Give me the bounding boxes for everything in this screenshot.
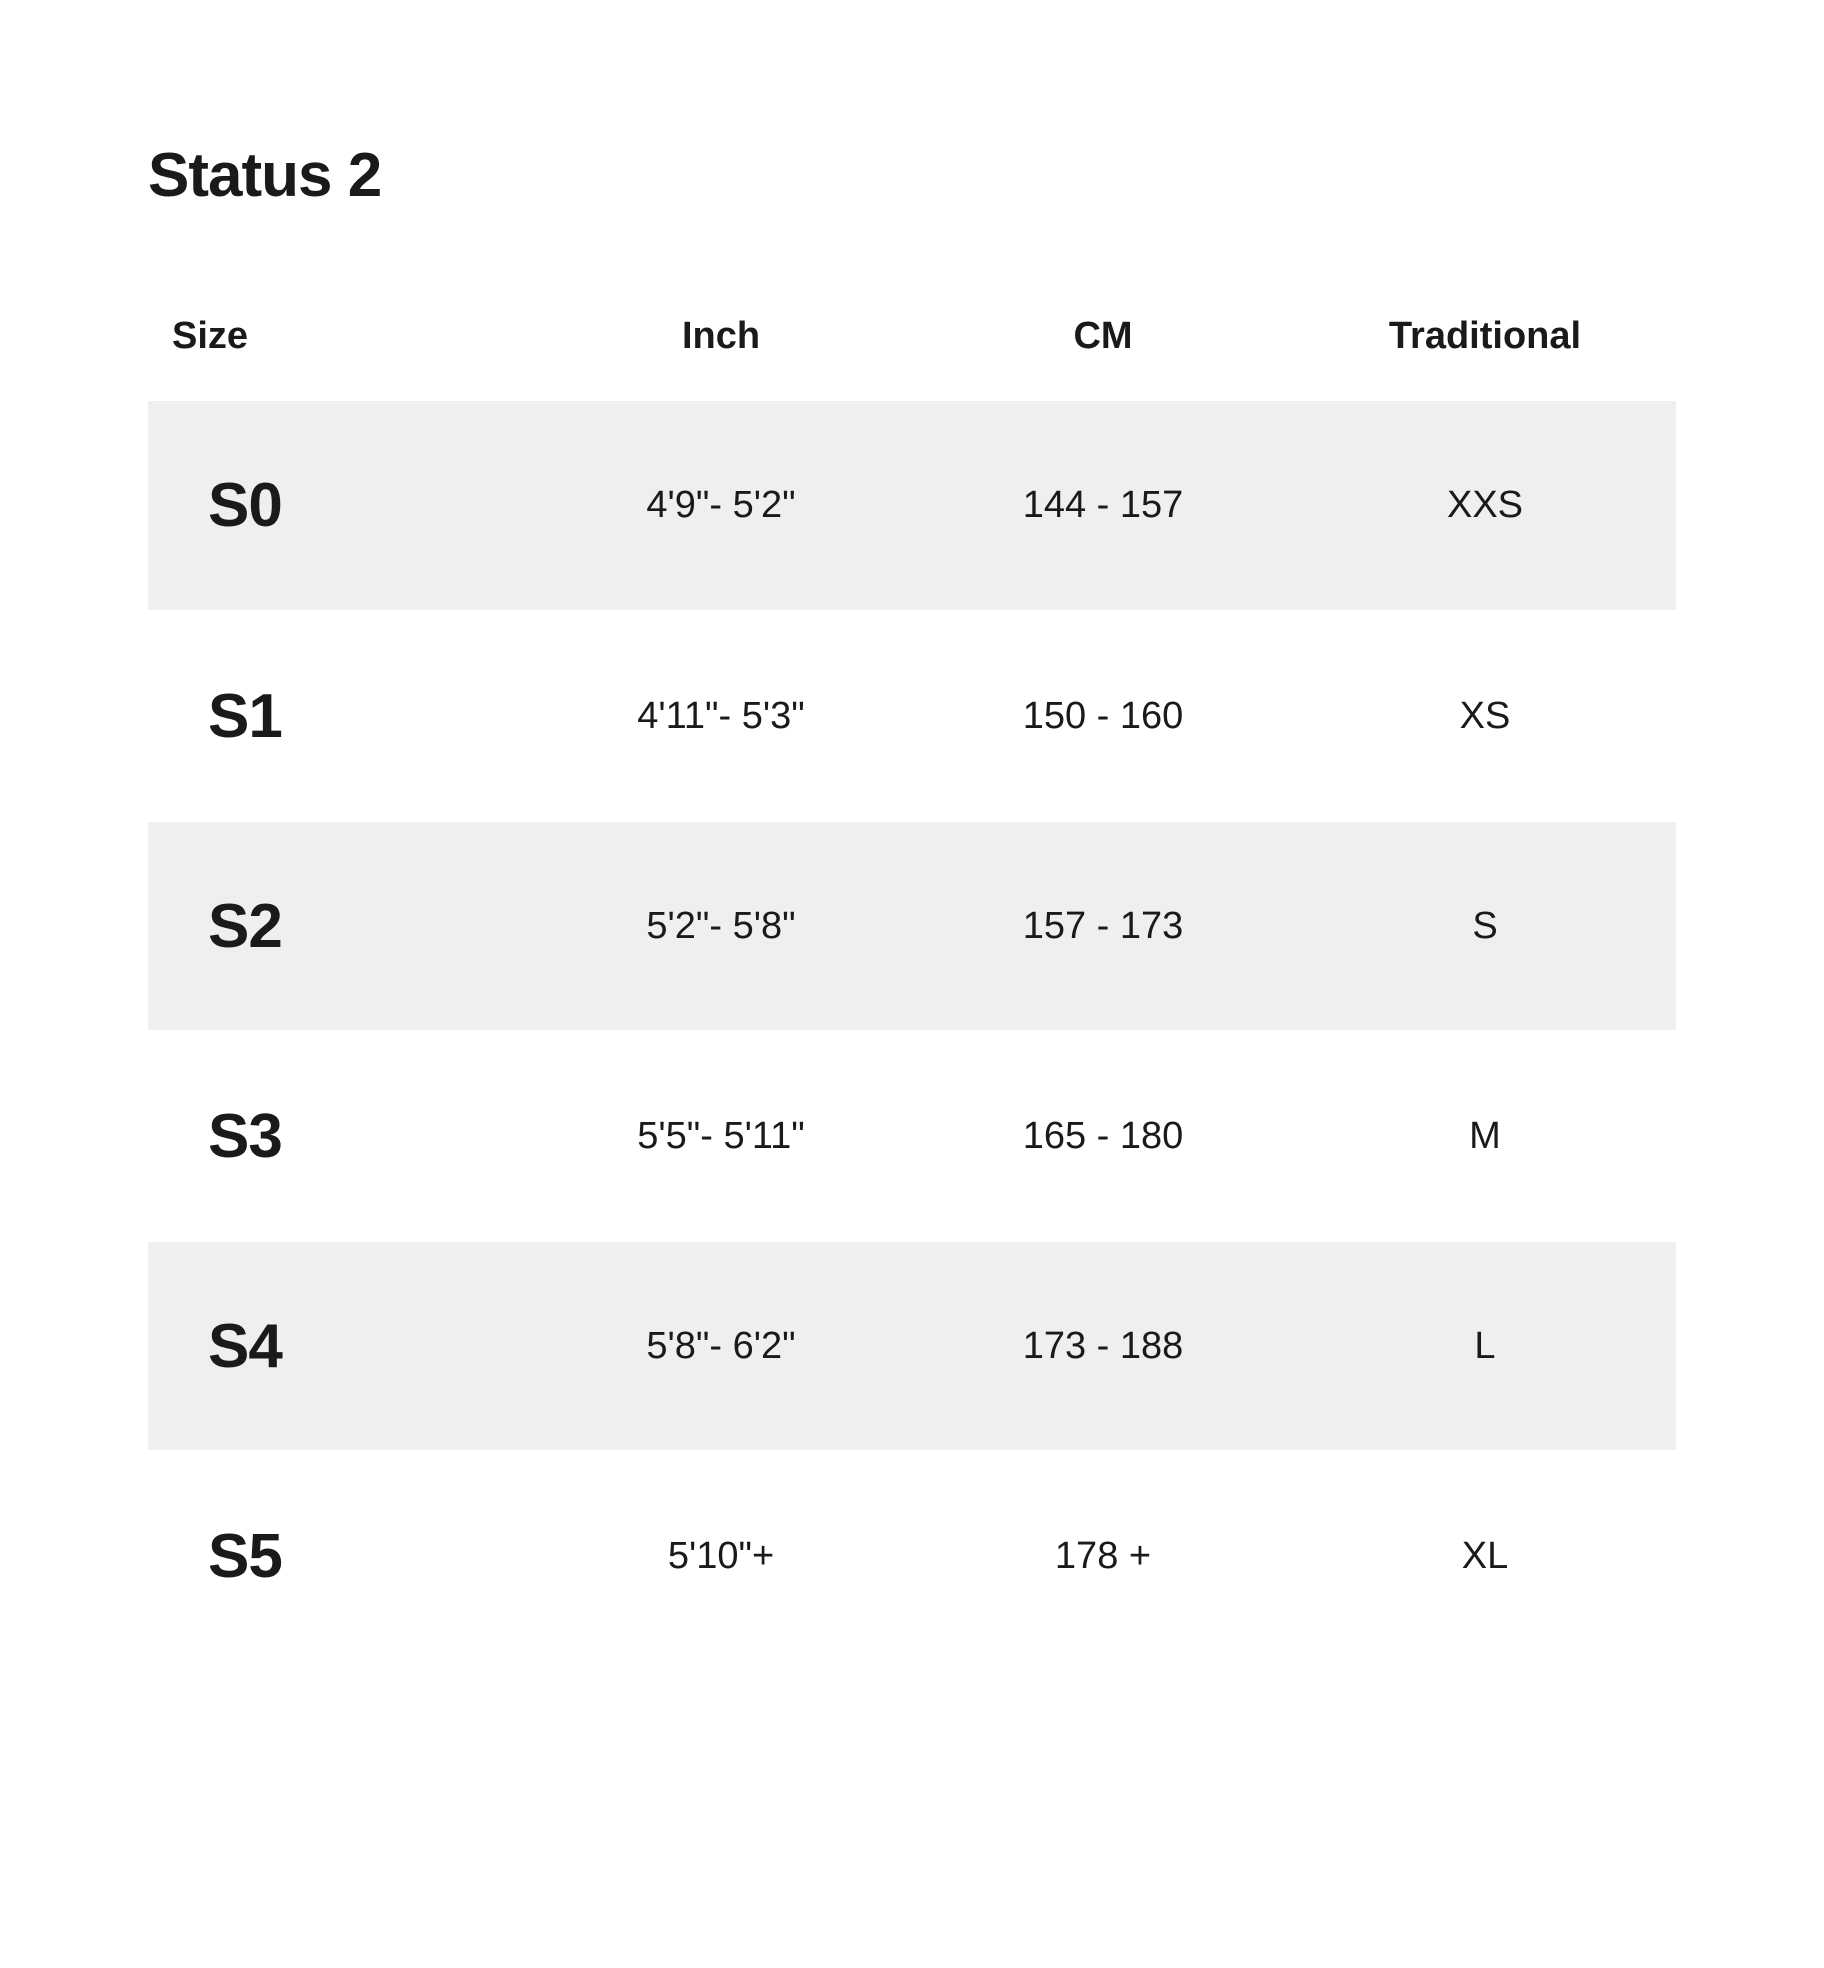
column-header-traditional: Traditional (1294, 301, 1676, 401)
inch-cell: 4'11"- 5'3" (530, 611, 912, 821)
size-table: Size Inch CM Traditional S0 4'9"- 5'2" 1… (148, 301, 1676, 1662)
table-row: S1 4'11"- 5'3" 150 - 160 XS (148, 611, 1676, 821)
column-header-cm: CM (912, 301, 1294, 401)
inch-cell: 5'5"- 5'11" (530, 1031, 912, 1241)
cm-cell: 178 + (912, 1451, 1294, 1661)
cm-cell: 144 - 157 (912, 401, 1294, 611)
table-row: S5 5'10"+ 178 + XL (148, 1451, 1676, 1661)
cm-cell: 165 - 180 (912, 1031, 1294, 1241)
size-cell: S4 (148, 1241, 530, 1451)
table-row: S3 5'5"- 5'11" 165 - 180 M (148, 1031, 1676, 1241)
traditional-cell: XL (1294, 1451, 1676, 1661)
cm-cell: 157 - 173 (912, 821, 1294, 1031)
inch-cell: 5'8"- 6'2" (530, 1241, 912, 1451)
inch-cell: 5'10"+ (530, 1451, 912, 1661)
size-cell: S3 (148, 1031, 530, 1241)
table-row: S2 5'2"- 5'8" 157 - 173 S (148, 821, 1676, 1031)
column-header-inch: Inch (530, 301, 912, 401)
size-cell: S2 (148, 821, 530, 1031)
size-cell: S1 (148, 611, 530, 821)
traditional-cell: L (1294, 1241, 1676, 1451)
table-row: S0 4'9"- 5'2" 144 - 157 XXS (148, 401, 1676, 611)
inch-cell: 5'2"- 5'8" (530, 821, 912, 1031)
traditional-cell: XS (1294, 611, 1676, 821)
traditional-cell: S (1294, 821, 1676, 1031)
traditional-cell: XXS (1294, 401, 1676, 611)
traditional-cell: M (1294, 1031, 1676, 1241)
size-cell: S5 (148, 1451, 530, 1661)
inch-cell: 4'9"- 5'2" (530, 401, 912, 611)
size-cell: S0 (148, 401, 530, 611)
cm-cell: 173 - 188 (912, 1241, 1294, 1451)
column-header-size: Size (148, 301, 530, 401)
cm-cell: 150 - 160 (912, 611, 1294, 821)
table-header-row: Size Inch CM Traditional (148, 301, 1676, 401)
table-row: S4 5'8"- 6'2" 173 - 188 L (148, 1241, 1676, 1451)
page-title: Status 2 (148, 140, 1676, 211)
